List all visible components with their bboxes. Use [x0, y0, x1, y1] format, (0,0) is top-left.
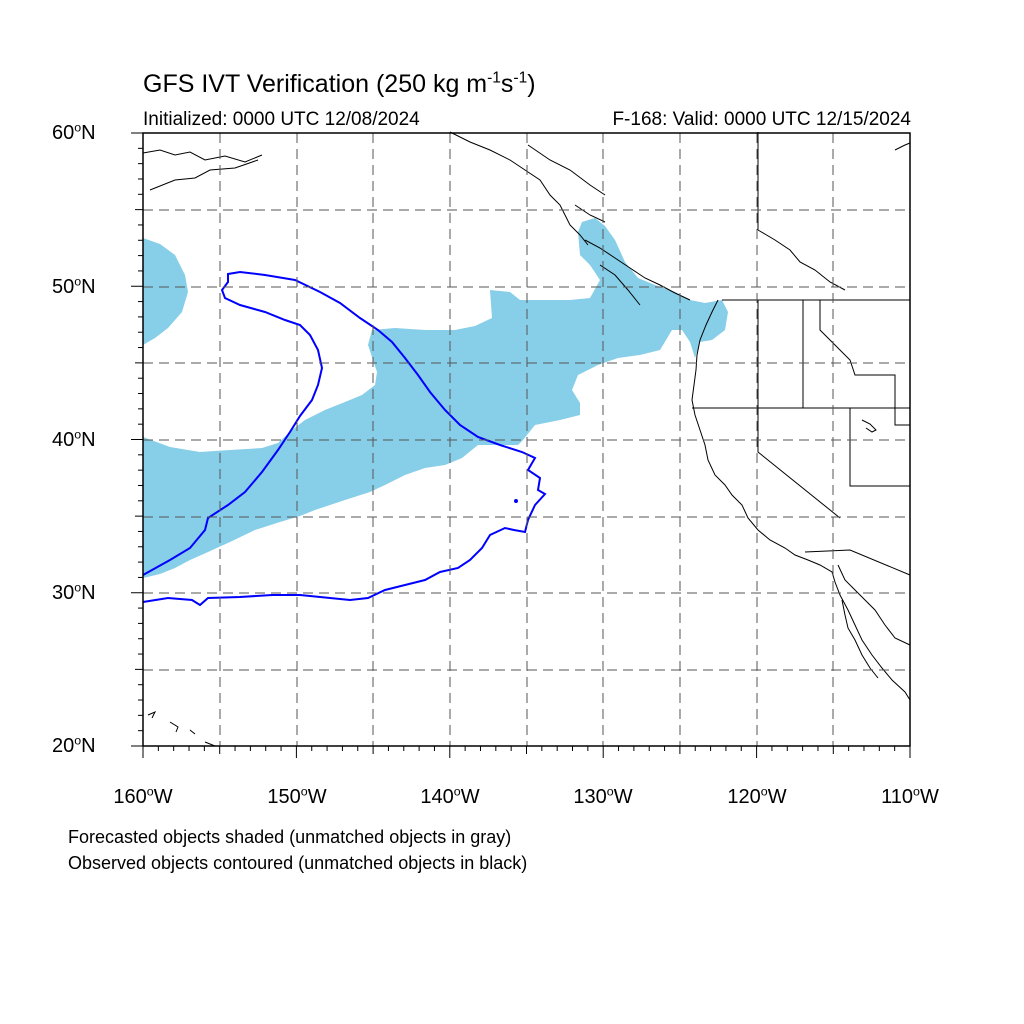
map-title: GFS IVT Verification (250 kg m-1s-1) — [143, 69, 536, 98]
hudson-coast — [894, 142, 911, 151]
graticule — [143, 133, 910, 746]
init-time-label: Initialized: 0000 UTC 12/08/2024 — [143, 109, 420, 130]
alaska-coast — [142, 149, 263, 191]
observed-objects — [142, 270, 547, 607]
valid-time-label: F-168: Valid: 0000 UTC 12/15/2024 — [612, 109, 911, 130]
gulf-california — [837, 564, 911, 646]
great-salt-lake — [861, 419, 877, 433]
lon-label-160w: 160oW — [113, 784, 173, 808]
state-borders — [692, 132, 911, 576]
forecast-object-west — [143, 238, 188, 345]
lon-label-140w: 140oW — [420, 784, 480, 808]
lon-label-120w: 120oW — [727, 784, 787, 808]
map-frame — [131, 132, 911, 758]
coastlines — [142, 131, 911, 747]
bc-interior — [757, 229, 846, 291]
lat-label-30n: 30oN — [52, 580, 96, 604]
observed-contour — [142, 270, 547, 607]
west-coast-us — [691, 299, 911, 701]
lon-label-150w: 150oW — [267, 784, 327, 808]
lat-label-60n: 60oN — [52, 120, 96, 144]
legend-note-forecast: Forecasted objects shaded (unmatched obj… — [68, 827, 512, 847]
hawaii-islands — [147, 711, 216, 747]
lat-label-40n: 40oN — [52, 427, 96, 451]
lon-label-110w: 110oW — [881, 784, 939, 808]
southeast-alaska-coast — [449, 131, 606, 246]
lat-label-20n: 20oN — [52, 733, 96, 757]
observed-dot — [514, 499, 518, 503]
lat-label-50n: 50oN — [52, 274, 96, 298]
lon-label-130w: 130oW — [573, 784, 633, 808]
legend-note-observed: Observed objects contoured (unmatched ob… — [68, 853, 528, 873]
baja-coast — [841, 599, 879, 679]
